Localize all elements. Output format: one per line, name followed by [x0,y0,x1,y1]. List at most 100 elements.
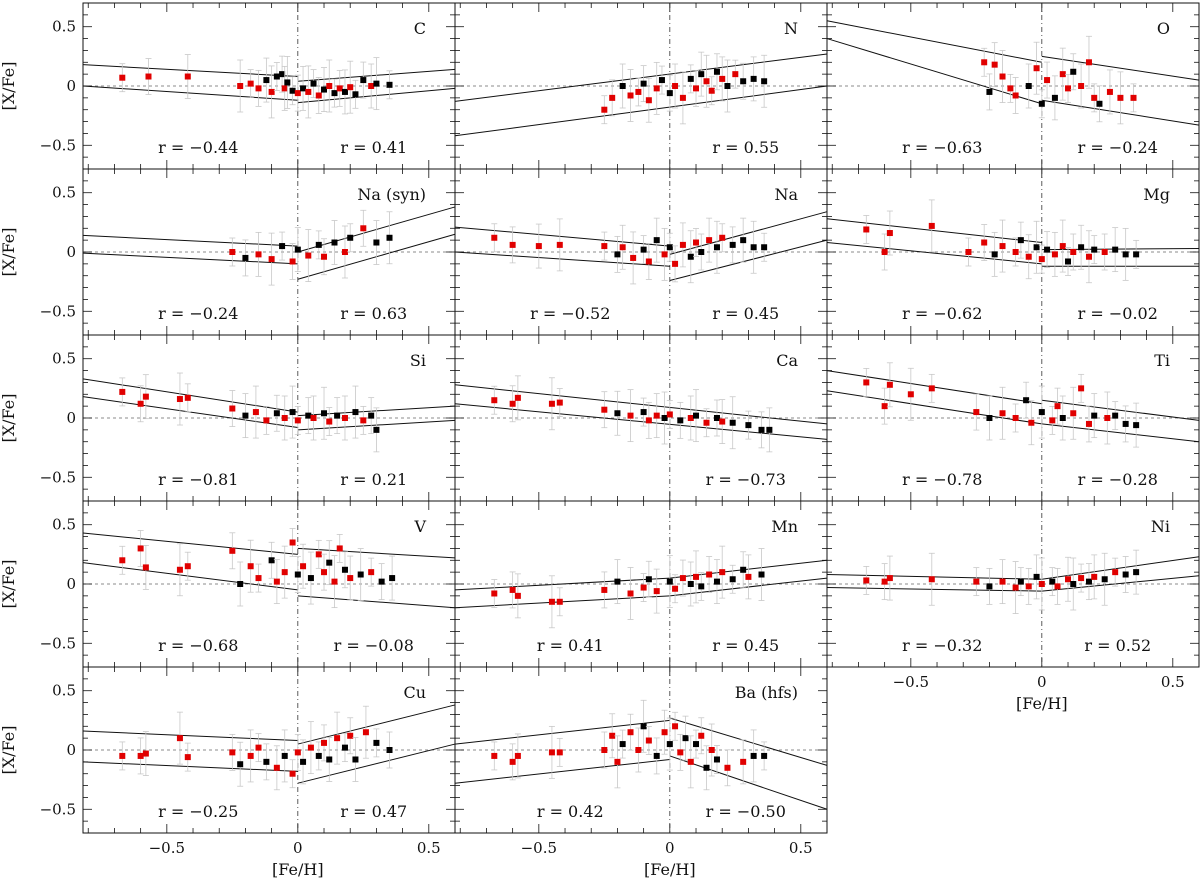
trend-line [82,562,298,591]
data-point-red [687,415,694,421]
data-point-red [1070,249,1077,255]
data-point-red [548,400,555,407]
data-point-red [666,411,673,418]
data-point-red [119,752,126,759]
data-point-red [491,234,498,241]
x-tick-label: −0.5 [521,839,557,857]
data-point-black [713,415,720,421]
correlation-left: r = −0.32 [902,636,982,655]
data-point-red [745,573,752,580]
trend-line [82,761,298,772]
correlation-left: r = −0.24 [158,304,238,323]
data-point-black [386,747,393,753]
data-point-red [305,88,312,95]
data-point-black [1017,578,1024,585]
correlation-right: r = −0.08 [334,636,414,655]
y-axis-title: [X/Fe] [0,62,18,111]
data-point-red [708,87,715,94]
y-tick-label: 0 [66,77,76,95]
data-point-red [273,578,280,585]
correlation-left: r = −0.68 [158,636,238,655]
y-tick-label: 0.5 [52,350,76,368]
data-point-red [1085,59,1092,66]
data-point-black [331,239,338,246]
data-point-red [724,764,731,771]
data-point-red [886,381,893,388]
correlation-left: r = −0.25 [158,802,238,821]
data-point-black [1051,94,1058,101]
data-point-black [334,412,341,419]
trend-line [1041,423,1200,443]
trend-line [82,64,298,78]
data-point-red [509,758,516,765]
data-point-black [750,244,757,251]
trend-line [454,251,670,267]
data-point-black [991,251,998,258]
data-point-red [1070,410,1077,417]
data-point-black [698,583,705,590]
element-label: Na [774,185,798,204]
data-point-black [750,75,757,82]
data-point-red [137,752,144,759]
data-point-red [609,94,616,101]
data-point-black [279,243,286,250]
data-point-red [601,106,608,113]
data-point-red [326,83,333,89]
y-axis-title: [X/Fe] [0,560,18,609]
x-tick-label: 0 [293,839,303,857]
data-point-red [1112,569,1119,576]
data-point-black [640,246,647,253]
data-point-red [719,234,726,241]
element-label: Ni [1151,517,1170,536]
data-point-black [352,409,359,416]
data-point-black [268,557,275,564]
correlation-right: r = 0.52 [1084,636,1151,655]
data-point-red [289,770,296,777]
data-point-red [326,418,333,425]
data-point-black [263,77,270,84]
data-point-red [1065,85,1072,92]
trend-line [669,717,828,766]
data-point-red [679,94,686,101]
data-point-red [627,92,634,99]
data-point-red [1012,415,1019,421]
data-point-black [619,741,626,748]
data-point-red [653,412,660,419]
data-point-red [1054,583,1061,590]
data-point-black [677,417,684,424]
data-point-black [687,75,694,82]
data-point-black [758,426,765,433]
trend-line [454,719,670,745]
correlation-left: r = −0.78 [902,470,982,489]
data-point-black [693,741,700,748]
data-point-black [373,739,380,746]
data-point-red [679,241,686,248]
data-point-red [252,409,259,416]
data-point-red [263,417,270,424]
panel-mn: Mn r = 0.41 r = 0.45 [454,500,828,668]
data-point-black [1133,569,1140,576]
data-point-red [535,243,542,250]
data-point-red [672,585,679,592]
element-label: Mg [1143,185,1170,204]
data-point-red [672,723,679,730]
data-point-red [142,393,149,400]
element-label: Mn [771,517,798,536]
data-point-red [229,249,236,255]
data-point-red [184,754,191,761]
data-point-black [1122,571,1129,578]
data-point-red [1051,251,1058,258]
data-point-red [509,400,516,407]
y-tick-label: 0.5 [52,184,76,202]
data-point-red [999,578,1006,585]
data-point-red [661,251,668,258]
data-point-red [321,253,328,260]
data-point-red [362,729,369,736]
data-point-black [341,566,348,573]
data-point-black [373,426,380,433]
trend-line [297,595,456,609]
trend-line [82,85,298,101]
data-point-red [1065,576,1072,583]
data-point-red [294,90,301,97]
data-point-black [658,77,665,84]
